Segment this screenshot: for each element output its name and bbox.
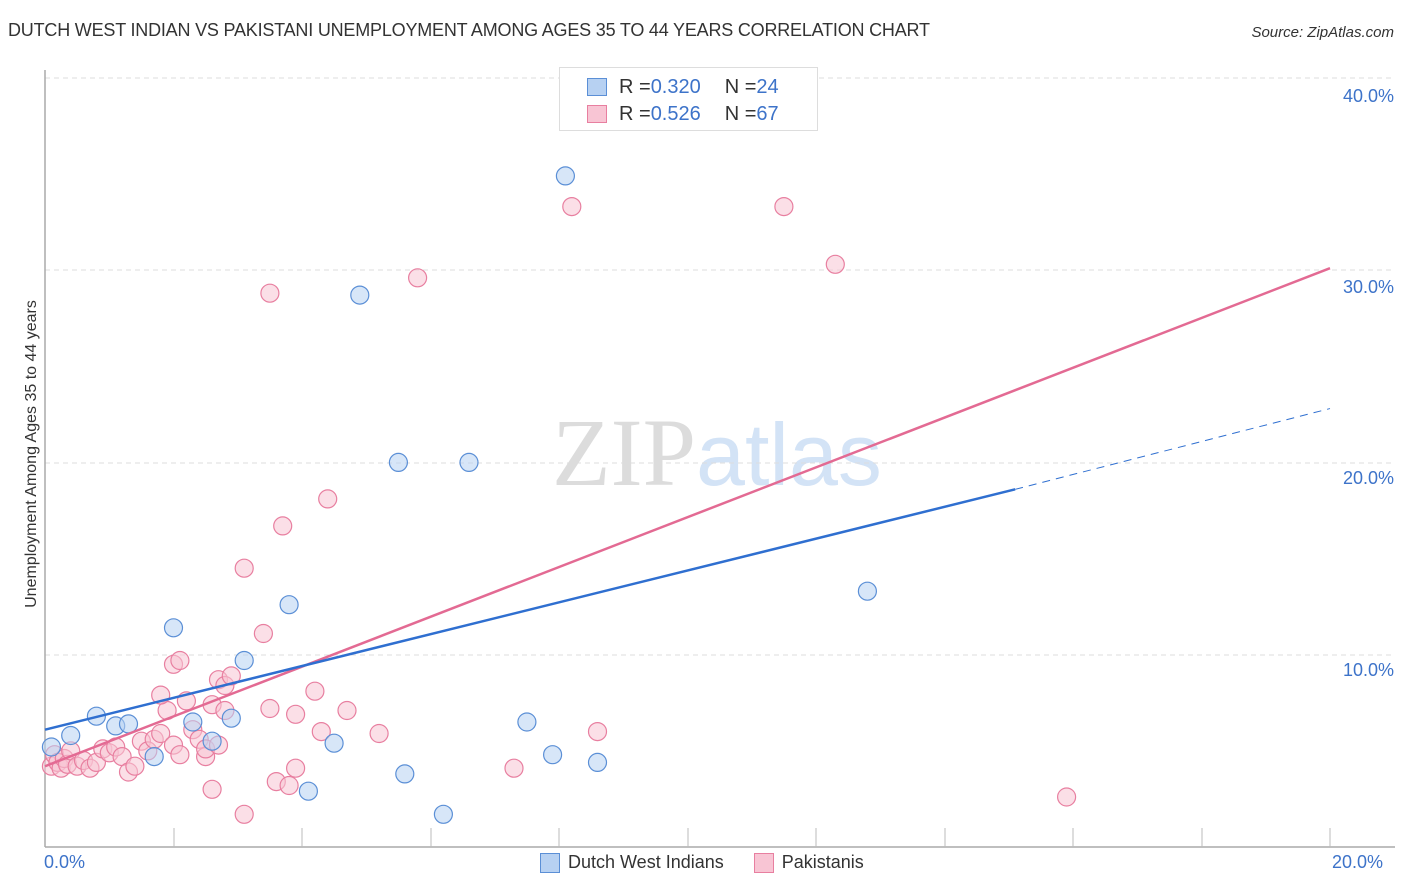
data-point — [324, 733, 344, 753]
data-point — [857, 581, 878, 601]
pakistani-swatch-icon — [587, 105, 607, 123]
y-tick-40: 40.0% — [1342, 86, 1394, 106]
data-point — [260, 283, 280, 303]
source-label: Source: ZipAtlas.com — [1251, 24, 1394, 41]
data-point — [350, 285, 370, 305]
data-point — [279, 595, 299, 615]
data-point — [170, 650, 190, 671]
data-point — [61, 725, 81, 746]
data-point — [234, 558, 254, 578]
pakistani-trendline — [44, 267, 1331, 768]
pakistani-swatch-icon — [753, 852, 774, 873]
data-point — [279, 775, 299, 796]
data-point — [388, 452, 408, 472]
data-point — [587, 752, 608, 773]
data-point — [286, 704, 306, 724]
data-point — [318, 489, 338, 509]
data-point — [504, 758, 524, 778]
data-point — [337, 700, 357, 721]
n-label: N = — [724, 102, 757, 125]
n-value: 67 — [756, 102, 779, 125]
dutch-trendline — [44, 488, 1016, 731]
legend-label: Pakistanis — [781, 852, 864, 872]
axes — [44, 70, 1395, 848]
data-point — [369, 723, 389, 744]
data-point — [221, 666, 241, 686]
data-point — [774, 197, 794, 217]
r-value: 0.320 — [650, 75, 701, 98]
data-point — [1056, 787, 1077, 807]
legend-row-pakistani: R = 0.526 N = 67 — [560, 101, 779, 127]
data-point — [562, 197, 582, 217]
data-point — [170, 745, 190, 765]
r-label: R = — [619, 75, 651, 98]
data-point — [151, 723, 171, 744]
dutch-west-indian-points — [41, 166, 878, 824]
legend-row-dutch: R = 0.320 N = 24 — [560, 74, 779, 100]
data-point — [517, 712, 537, 732]
data-point — [273, 516, 293, 536]
legend-label: Dutch West Indians — [568, 852, 724, 872]
data-point — [234, 650, 254, 671]
trendlines — [44, 267, 1331, 768]
data-point — [41, 737, 62, 757]
chart-title: DUTCH WEST INDIAN VS PAKISTANI UNEMPLOYM… — [8, 20, 930, 40]
x-tick-marks — [173, 828, 1331, 847]
legend-item-dutch[interactable]: Dutch West Indians — [540, 852, 724, 873]
n-label: N = — [724, 75, 757, 98]
data-point — [286, 758, 306, 778]
dutch-trendline-extension — [1015, 408, 1331, 490]
y-tick-20: 20.0% — [1342, 468, 1394, 488]
data-point — [221, 708, 241, 728]
data-point — [311, 721, 331, 742]
data-point — [408, 268, 428, 288]
data-point — [144, 746, 164, 767]
data-point — [825, 254, 845, 274]
dutch-swatch-icon — [540, 852, 560, 873]
data-point — [433, 804, 453, 824]
x-tick-20: 20.0% — [1332, 852, 1384, 872]
data-point — [260, 698, 280, 719]
data-point — [183, 712, 203, 732]
dutch-swatch-icon — [587, 78, 607, 96]
series-legend: Dutch West Indians Pakistanis — [540, 852, 894, 873]
y-tick-30: 30.0% — [1342, 277, 1394, 297]
y-tick-10: 10.0% — [1342, 660, 1394, 680]
data-point — [163, 618, 184, 638]
data-point — [298, 781, 318, 801]
r-value: 0.526 — [650, 102, 701, 125]
data-point — [395, 764, 415, 784]
data-point — [305, 681, 325, 701]
data-point — [125, 756, 145, 776]
r-label: R = — [619, 102, 651, 125]
correlation-legend: R = 0.320 N = 24 R = 0.526 N = 67 — [559, 67, 818, 131]
data-point — [542, 745, 563, 765]
data-point — [555, 166, 576, 186]
data-point — [202, 779, 222, 799]
data-point — [202, 731, 222, 751]
data-point — [587, 721, 608, 742]
data-point — [234, 804, 254, 824]
x-tick-0: 0.0% — [44, 852, 86, 872]
legend-item-pakistani[interactable]: Pakistanis — [753, 852, 864, 873]
watermark-zip: ZIP — [552, 399, 696, 506]
n-value: 24 — [756, 75, 779, 98]
data-point — [253, 623, 273, 644]
data-point — [459, 452, 479, 472]
y-axis-label: Unemployment Among Ages 35 to 44 years — [23, 300, 40, 608]
